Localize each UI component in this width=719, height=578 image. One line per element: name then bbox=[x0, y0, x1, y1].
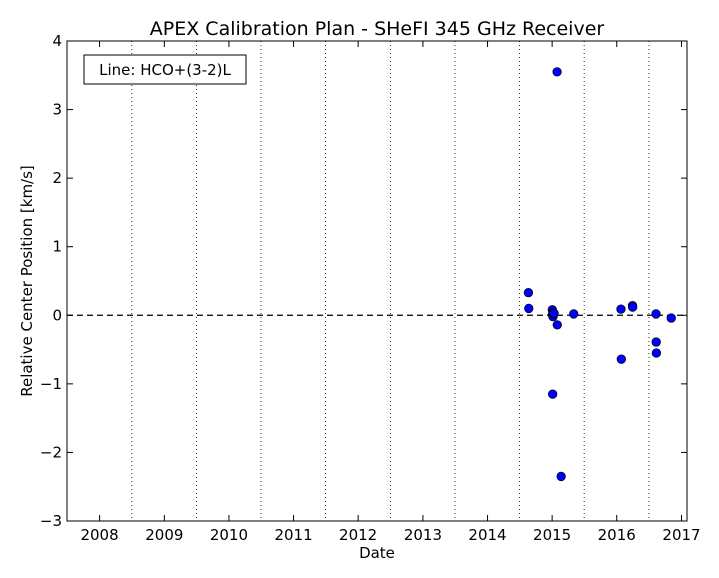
data-point-19 bbox=[651, 348, 662, 358]
data-point-10 bbox=[552, 320, 562, 330]
line-annotation: Line: HCO+(3-2)L bbox=[99, 61, 231, 79]
x-tick-label-2015: 2015 bbox=[533, 526, 571, 544]
y-tick-label-1: −2 bbox=[40, 443, 62, 461]
chart-title: APEX Calibration Plan - SHeFI 345 GHz Re… bbox=[150, 18, 605, 40]
y-tick-label-5: 2 bbox=[52, 169, 62, 187]
data-point-1 bbox=[524, 303, 534, 314]
y-tick-label-3: 0 bbox=[52, 306, 62, 324]
x-tick-label-2011: 2011 bbox=[274, 526, 312, 544]
data-point-12 bbox=[569, 309, 579, 319]
legend-annotation-box: Line: HCO+(3-2)L bbox=[83, 54, 247, 85]
y-tick-label-6: 3 bbox=[52, 101, 62, 119]
y-tick-label-2: −1 bbox=[40, 375, 62, 393]
y-tick-label-0: −3 bbox=[40, 512, 62, 530]
data-point-16 bbox=[628, 302, 638, 312]
x-tick-label-2017: 2017 bbox=[662, 526, 700, 544]
data-point-20 bbox=[666, 313, 676, 323]
x-tick-label-2009: 2009 bbox=[145, 526, 183, 544]
data-point-14 bbox=[616, 354, 626, 364]
axis-ticks bbox=[67, 40, 687, 522]
plot-frame bbox=[66, 40, 688, 522]
x-tick-label-2014: 2014 bbox=[468, 526, 506, 544]
data-point-7 bbox=[549, 308, 559, 318]
x-tick-label-2013: 2013 bbox=[404, 526, 442, 544]
y-axis-label: Relative Center Position [km/s] bbox=[18, 165, 36, 397]
x-tick-label-2016: 2016 bbox=[598, 526, 636, 544]
data-point-13 bbox=[616, 304, 626, 314]
data-point-18 bbox=[651, 337, 661, 347]
x-tick-label-2008: 2008 bbox=[80, 526, 118, 544]
data-points bbox=[523, 67, 676, 482]
y-tick-label-4: 1 bbox=[52, 238, 62, 256]
data-point-11 bbox=[556, 471, 566, 482]
y-tick-label-7: 4 bbox=[52, 32, 62, 50]
x-axis-label: Date bbox=[359, 544, 395, 562]
x-tick-label-2010: 2010 bbox=[210, 526, 248, 544]
data-point-0 bbox=[523, 288, 534, 298]
data-point-8 bbox=[548, 389, 558, 399]
x-tick-labels: 2008 2009 2010 2011 2012 2013 2014 2015 2016 2017 bbox=[80, 526, 700, 544]
year-gridlines bbox=[131, 41, 650, 521]
data-point-9 bbox=[552, 67, 562, 77]
data-point-17 bbox=[651, 309, 661, 319]
x-tick-label-2012: 2012 bbox=[339, 526, 377, 544]
y-tick-labels: −3 −2 −1 0 1 2 3 4 bbox=[40, 32, 62, 530]
